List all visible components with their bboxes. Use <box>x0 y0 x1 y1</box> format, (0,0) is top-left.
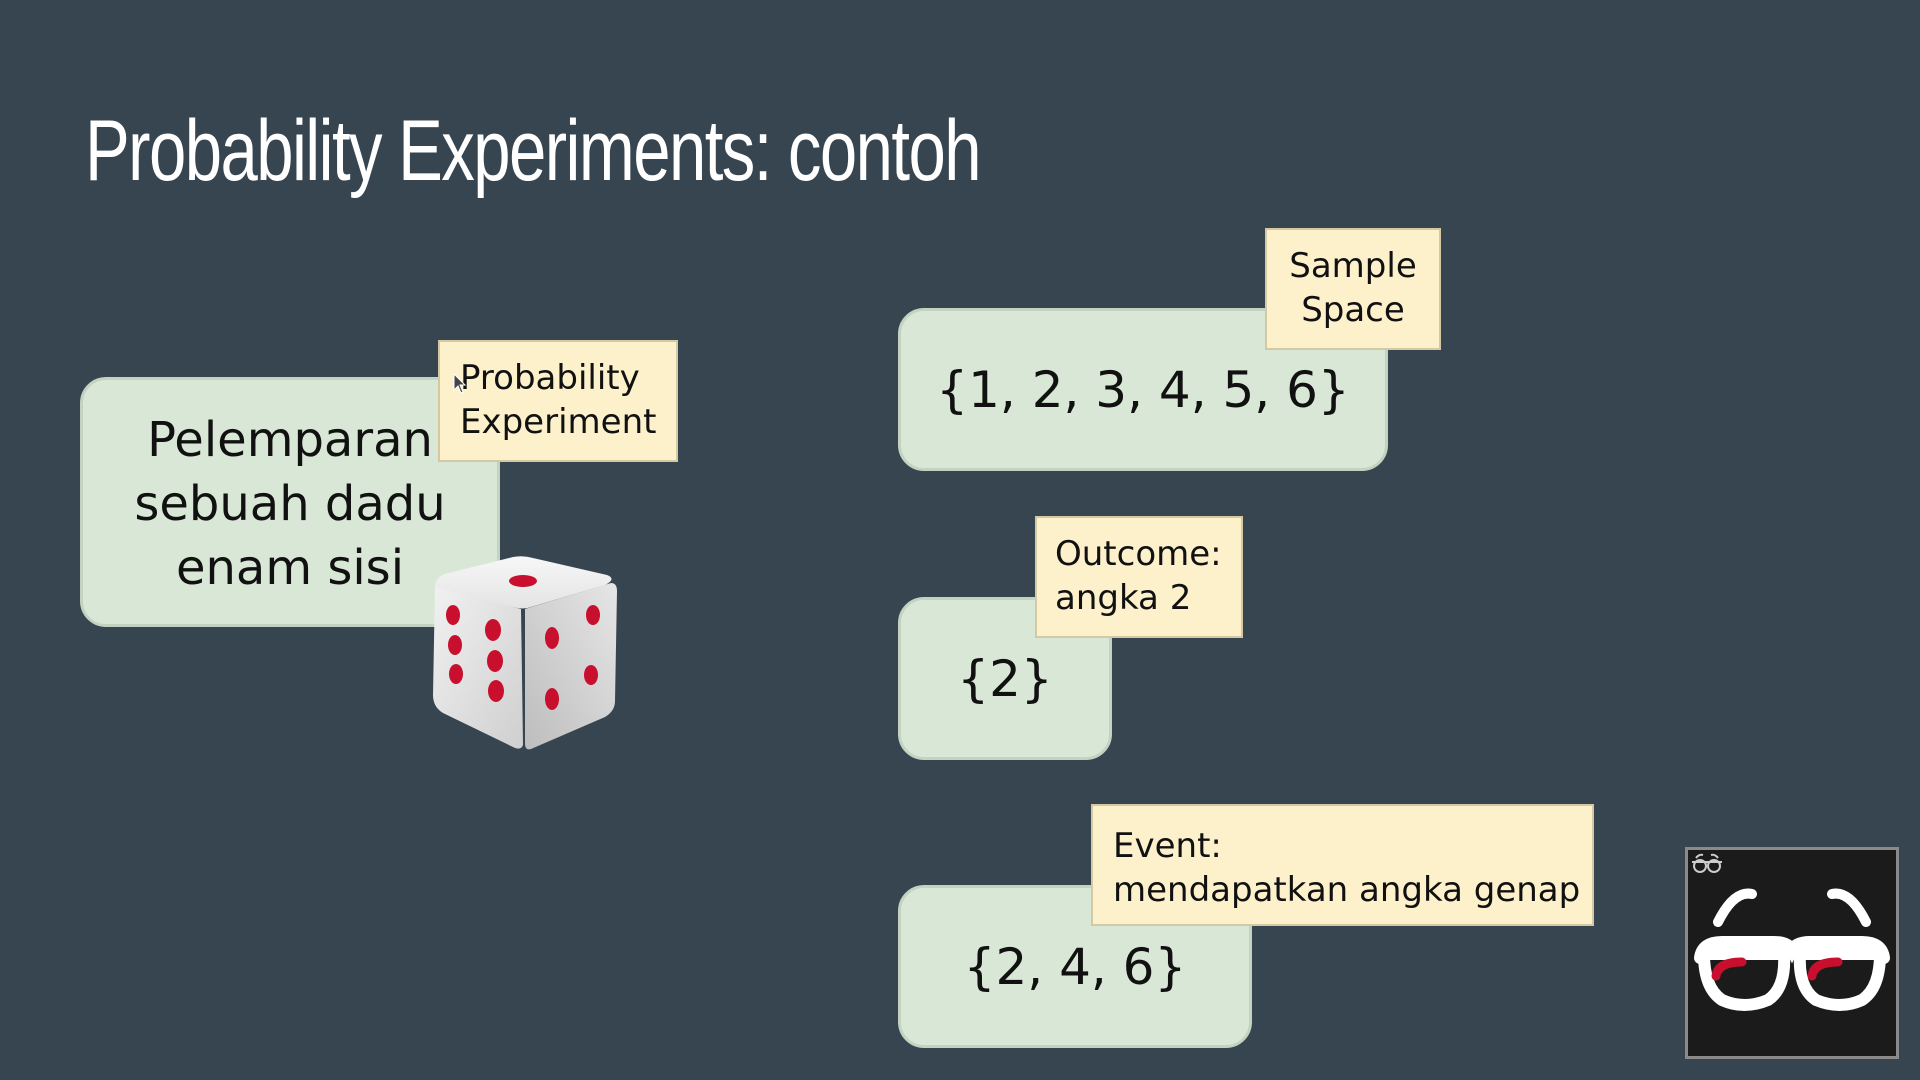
outcome-value: {2} <box>957 649 1053 708</box>
sample-space-tag-label: Sample Space <box>1289 246 1417 330</box>
small-glasses-icon <box>1692 853 1722 873</box>
outcome-tag-label: Outcome: angka 2 <box>1055 534 1222 618</box>
event-tag: Event: mendapatkan angka genap <box>1091 804 1594 926</box>
dice-icon <box>433 556 617 750</box>
experiment-tag: Probability Experiment <box>438 340 678 462</box>
experiment-text: Pelemparan sebuah dadu enam sisi <box>134 412 446 596</box>
mouse-pointer-icon <box>453 373 467 394</box>
outcome-tag: Outcome: angka 2 <box>1035 516 1243 638</box>
event-tag-label: Event: mendapatkan angka genap <box>1113 826 1581 910</box>
channel-logo <box>1685 847 1899 1059</box>
slide-title: Probability Experiments: contoh <box>85 103 982 199</box>
sample-space-value: {1, 2, 3, 4, 5, 6} <box>936 360 1350 419</box>
glasses-logo-icon <box>1694 888 1890 1011</box>
experiment-box: Pelemparan sebuah dadu enam sisi <box>80 377 500 627</box>
event-value: {2, 4, 6} <box>963 937 1187 996</box>
experiment-tag-label: Probability Experiment <box>460 358 657 442</box>
event-box: {2, 4, 6} <box>898 885 1252 1048</box>
sample-space-tag: Sample Space <box>1265 228 1441 350</box>
